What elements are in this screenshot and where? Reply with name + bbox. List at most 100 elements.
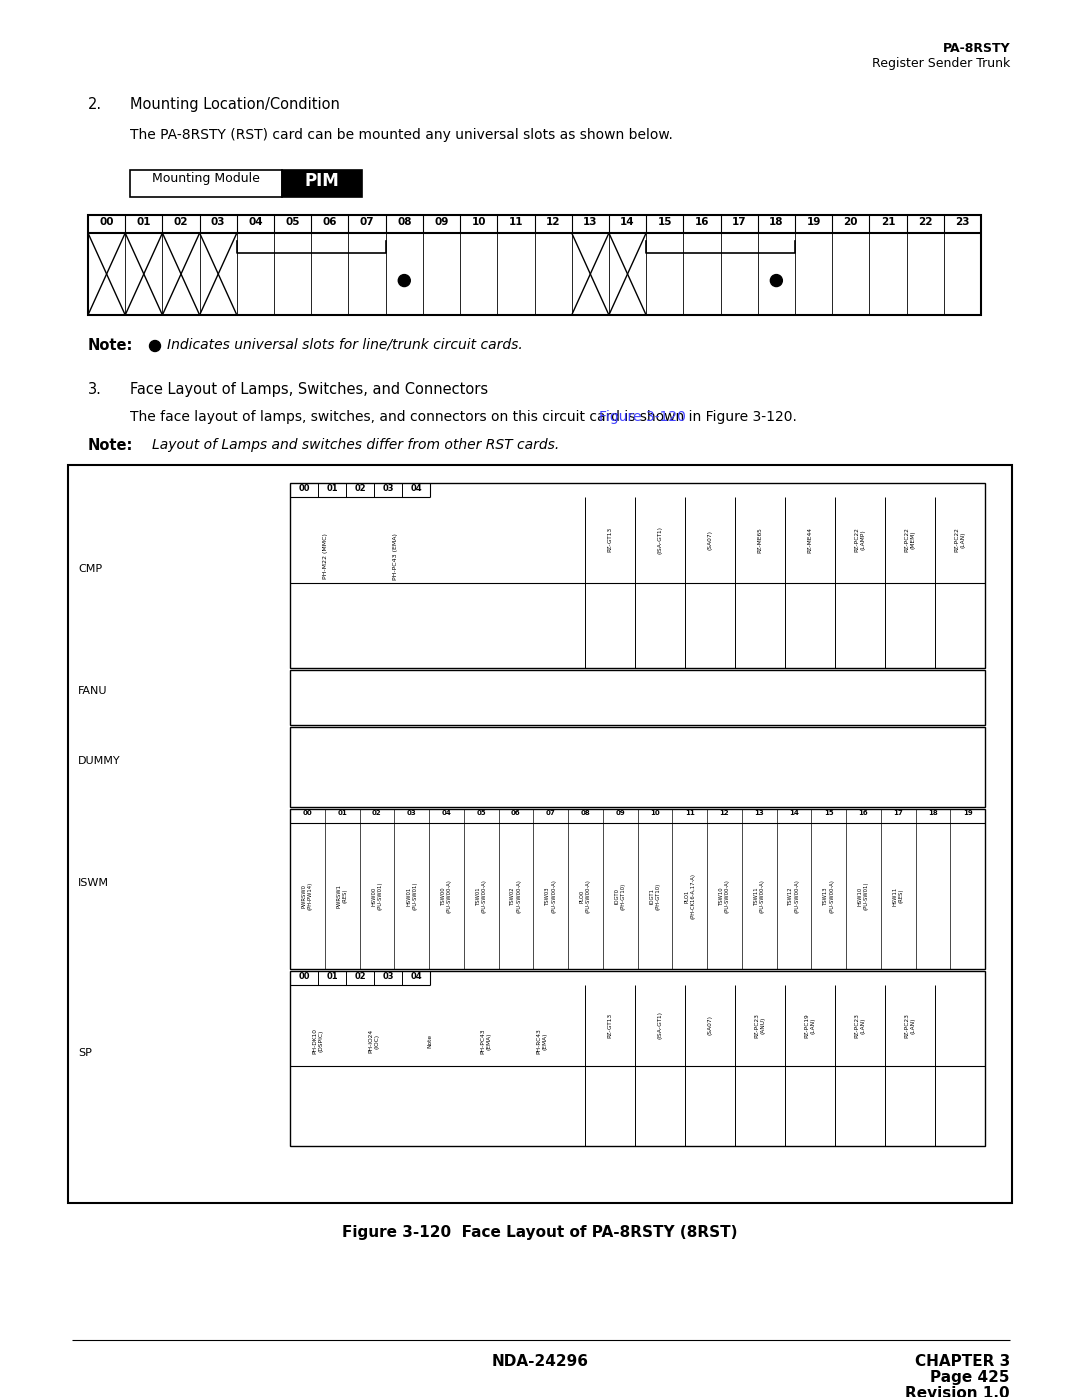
Text: Note:: Note: — [87, 338, 133, 353]
Text: (ISA-GT1): (ISA-GT1) — [658, 1011, 662, 1039]
Text: PZ-GT13: PZ-GT13 — [607, 527, 612, 552]
Text: SP: SP — [78, 1048, 92, 1058]
Text: Note: Note — [428, 1034, 432, 1048]
Text: CMP: CMP — [78, 564, 103, 574]
Text: HSW11
(RES): HSW11 (RES) — [893, 886, 904, 905]
Text: TSW02
(PU-SW00-A): TSW02 (PU-SW00-A) — [511, 879, 522, 912]
Text: TSW10
(PU-SW00-A): TSW10 (PU-SW00-A) — [719, 879, 730, 912]
Bar — [291, 671, 985, 725]
Text: Mounting Module: Mounting Module — [152, 172, 260, 184]
Text: PH-RC43
(EMA): PH-RC43 (EMA) — [537, 1028, 548, 1053]
Text: 17: 17 — [893, 810, 903, 816]
Text: 14: 14 — [620, 217, 635, 226]
Text: 11: 11 — [509, 217, 523, 226]
Text: IOGT0
(PH-GT10): IOGT0 (PH-GT10) — [615, 883, 625, 909]
Bar — [87, 215, 981, 314]
Text: PH-IO24
(IOC): PH-IO24 (IOC) — [368, 1030, 379, 1053]
Text: 06: 06 — [323, 217, 337, 226]
Text: 06: 06 — [511, 810, 521, 816]
Text: TSW13
(PU-SW00-A): TSW13 (PU-SW00-A) — [823, 879, 834, 912]
Text: CHAPTER 3: CHAPTER 3 — [915, 1354, 1010, 1369]
Text: 17: 17 — [732, 217, 746, 226]
Text: 12: 12 — [719, 810, 729, 816]
Text: PZ-PC23
(LAN): PZ-PC23 (LAN) — [854, 1013, 865, 1038]
Text: TSW01
(PU-SW00-A): TSW01 (PU-SW00-A) — [475, 879, 486, 912]
Text: 00: 00 — [302, 810, 312, 816]
Text: 13: 13 — [583, 217, 597, 226]
Text: NDA-24296: NDA-24296 — [491, 1354, 589, 1369]
Text: Revision 1.0: Revision 1.0 — [905, 1386, 1010, 1397]
Text: 03: 03 — [382, 972, 394, 981]
Text: 3.: 3. — [87, 381, 102, 397]
Text: 02: 02 — [354, 483, 366, 493]
Text: Page 425: Page 425 — [931, 1370, 1010, 1384]
Text: PZ-PC23
(LAN): PZ-PC23 (LAN) — [905, 1013, 916, 1038]
Text: 15: 15 — [658, 217, 672, 226]
Text: 20: 20 — [843, 217, 858, 226]
Text: 15: 15 — [824, 810, 834, 816]
Bar — [291, 483, 985, 668]
Text: 00: 00 — [298, 483, 310, 493]
Text: 05: 05 — [285, 217, 300, 226]
Text: TSW12
(PU-SW00-A): TSW12 (PU-SW00-A) — [788, 879, 799, 912]
Text: Figure 3-120  Face Layout of PA-8RSTY (8RST): Figure 3-120 Face Layout of PA-8RSTY (8R… — [342, 1225, 738, 1241]
Text: (SA07): (SA07) — [707, 529, 713, 550]
Text: 08: 08 — [581, 810, 591, 816]
Text: 05: 05 — [476, 810, 486, 816]
Text: (SA07): (SA07) — [707, 1016, 713, 1035]
Text: PZ-PC22
(LAN): PZ-PC22 (LAN) — [955, 527, 966, 552]
Text: 02: 02 — [373, 810, 381, 816]
Text: PZ-PC22
(MEM): PZ-PC22 (MEM) — [905, 527, 916, 552]
Text: 18: 18 — [928, 810, 937, 816]
Text: HSW01
(PU-SW01): HSW01 (PU-SW01) — [406, 882, 417, 911]
Text: 11: 11 — [685, 810, 694, 816]
Text: IOGT1
(PH-GT10): IOGT1 (PH-GT10) — [649, 883, 660, 909]
Text: 02: 02 — [354, 972, 366, 981]
Text: PA-8RSTY: PA-8RSTY — [943, 42, 1010, 54]
Text: 16: 16 — [859, 810, 868, 816]
Text: TSW00
(PU-SW00-A): TSW00 (PU-SW00-A) — [441, 879, 451, 912]
Bar — [291, 726, 985, 807]
Bar — [130, 170, 282, 197]
Text: 12: 12 — [545, 217, 561, 226]
Text: PLO1
(PH-CK16-A,17-A): PLO1 (PH-CK16-A,17-A) — [685, 873, 696, 919]
Text: 04: 04 — [410, 483, 422, 493]
Text: Layout of Lamps and switches differ from other RST cards.: Layout of Lamps and switches differ from… — [152, 439, 559, 453]
Text: PH-PC43 (EMA): PH-PC43 (EMA) — [392, 532, 397, 580]
Text: 14: 14 — [788, 810, 799, 816]
Text: 04: 04 — [410, 972, 422, 981]
Text: 09: 09 — [434, 217, 448, 226]
Text: 22: 22 — [918, 217, 932, 226]
Text: 01: 01 — [326, 972, 338, 981]
Bar — [282, 170, 362, 197]
Text: PZ-PC19
(LAN): PZ-PC19 (LAN) — [805, 1013, 815, 1038]
Text: ISWM: ISWM — [78, 877, 109, 888]
Bar — [68, 465, 1012, 1203]
Text: 19: 19 — [962, 810, 972, 816]
Text: 09: 09 — [616, 810, 625, 816]
Text: 03: 03 — [211, 217, 226, 226]
Text: 19: 19 — [807, 217, 821, 226]
Text: PZ-GT13: PZ-GT13 — [607, 1013, 612, 1038]
Text: PZ-ME65: PZ-ME65 — [757, 527, 762, 553]
Text: HSW00
(PU-SW01): HSW00 (PU-SW01) — [372, 882, 382, 911]
Text: 07: 07 — [545, 810, 555, 816]
Text: TSW03
(PU-SW00-A): TSW03 (PU-SW00-A) — [545, 879, 556, 912]
Text: 00: 00 — [99, 217, 113, 226]
Text: PZ-ME44: PZ-ME44 — [808, 527, 812, 553]
Text: 18: 18 — [769, 217, 784, 226]
Text: PWRSW1
(RES): PWRSW1 (RES) — [337, 884, 348, 908]
Text: 00: 00 — [298, 972, 310, 981]
Text: 03: 03 — [407, 810, 417, 816]
Text: PH-M22 (MMC): PH-M22 (MMC) — [323, 534, 327, 580]
Text: Indicates universal slots for line/trunk circuit cards.: Indicates universal slots for line/trunk… — [167, 338, 523, 352]
Circle shape — [399, 275, 410, 286]
Text: 13: 13 — [754, 810, 764, 816]
Text: 16: 16 — [694, 217, 710, 226]
Text: PH-DK10
(DSPIC): PH-DK10 (DSPIC) — [312, 1028, 323, 1053]
Text: 23: 23 — [955, 217, 970, 226]
Text: 01: 01 — [326, 483, 338, 493]
Text: Figure 3-120: Figure 3-120 — [598, 409, 686, 425]
Text: PIM: PIM — [305, 172, 339, 190]
Bar — [291, 971, 985, 1146]
